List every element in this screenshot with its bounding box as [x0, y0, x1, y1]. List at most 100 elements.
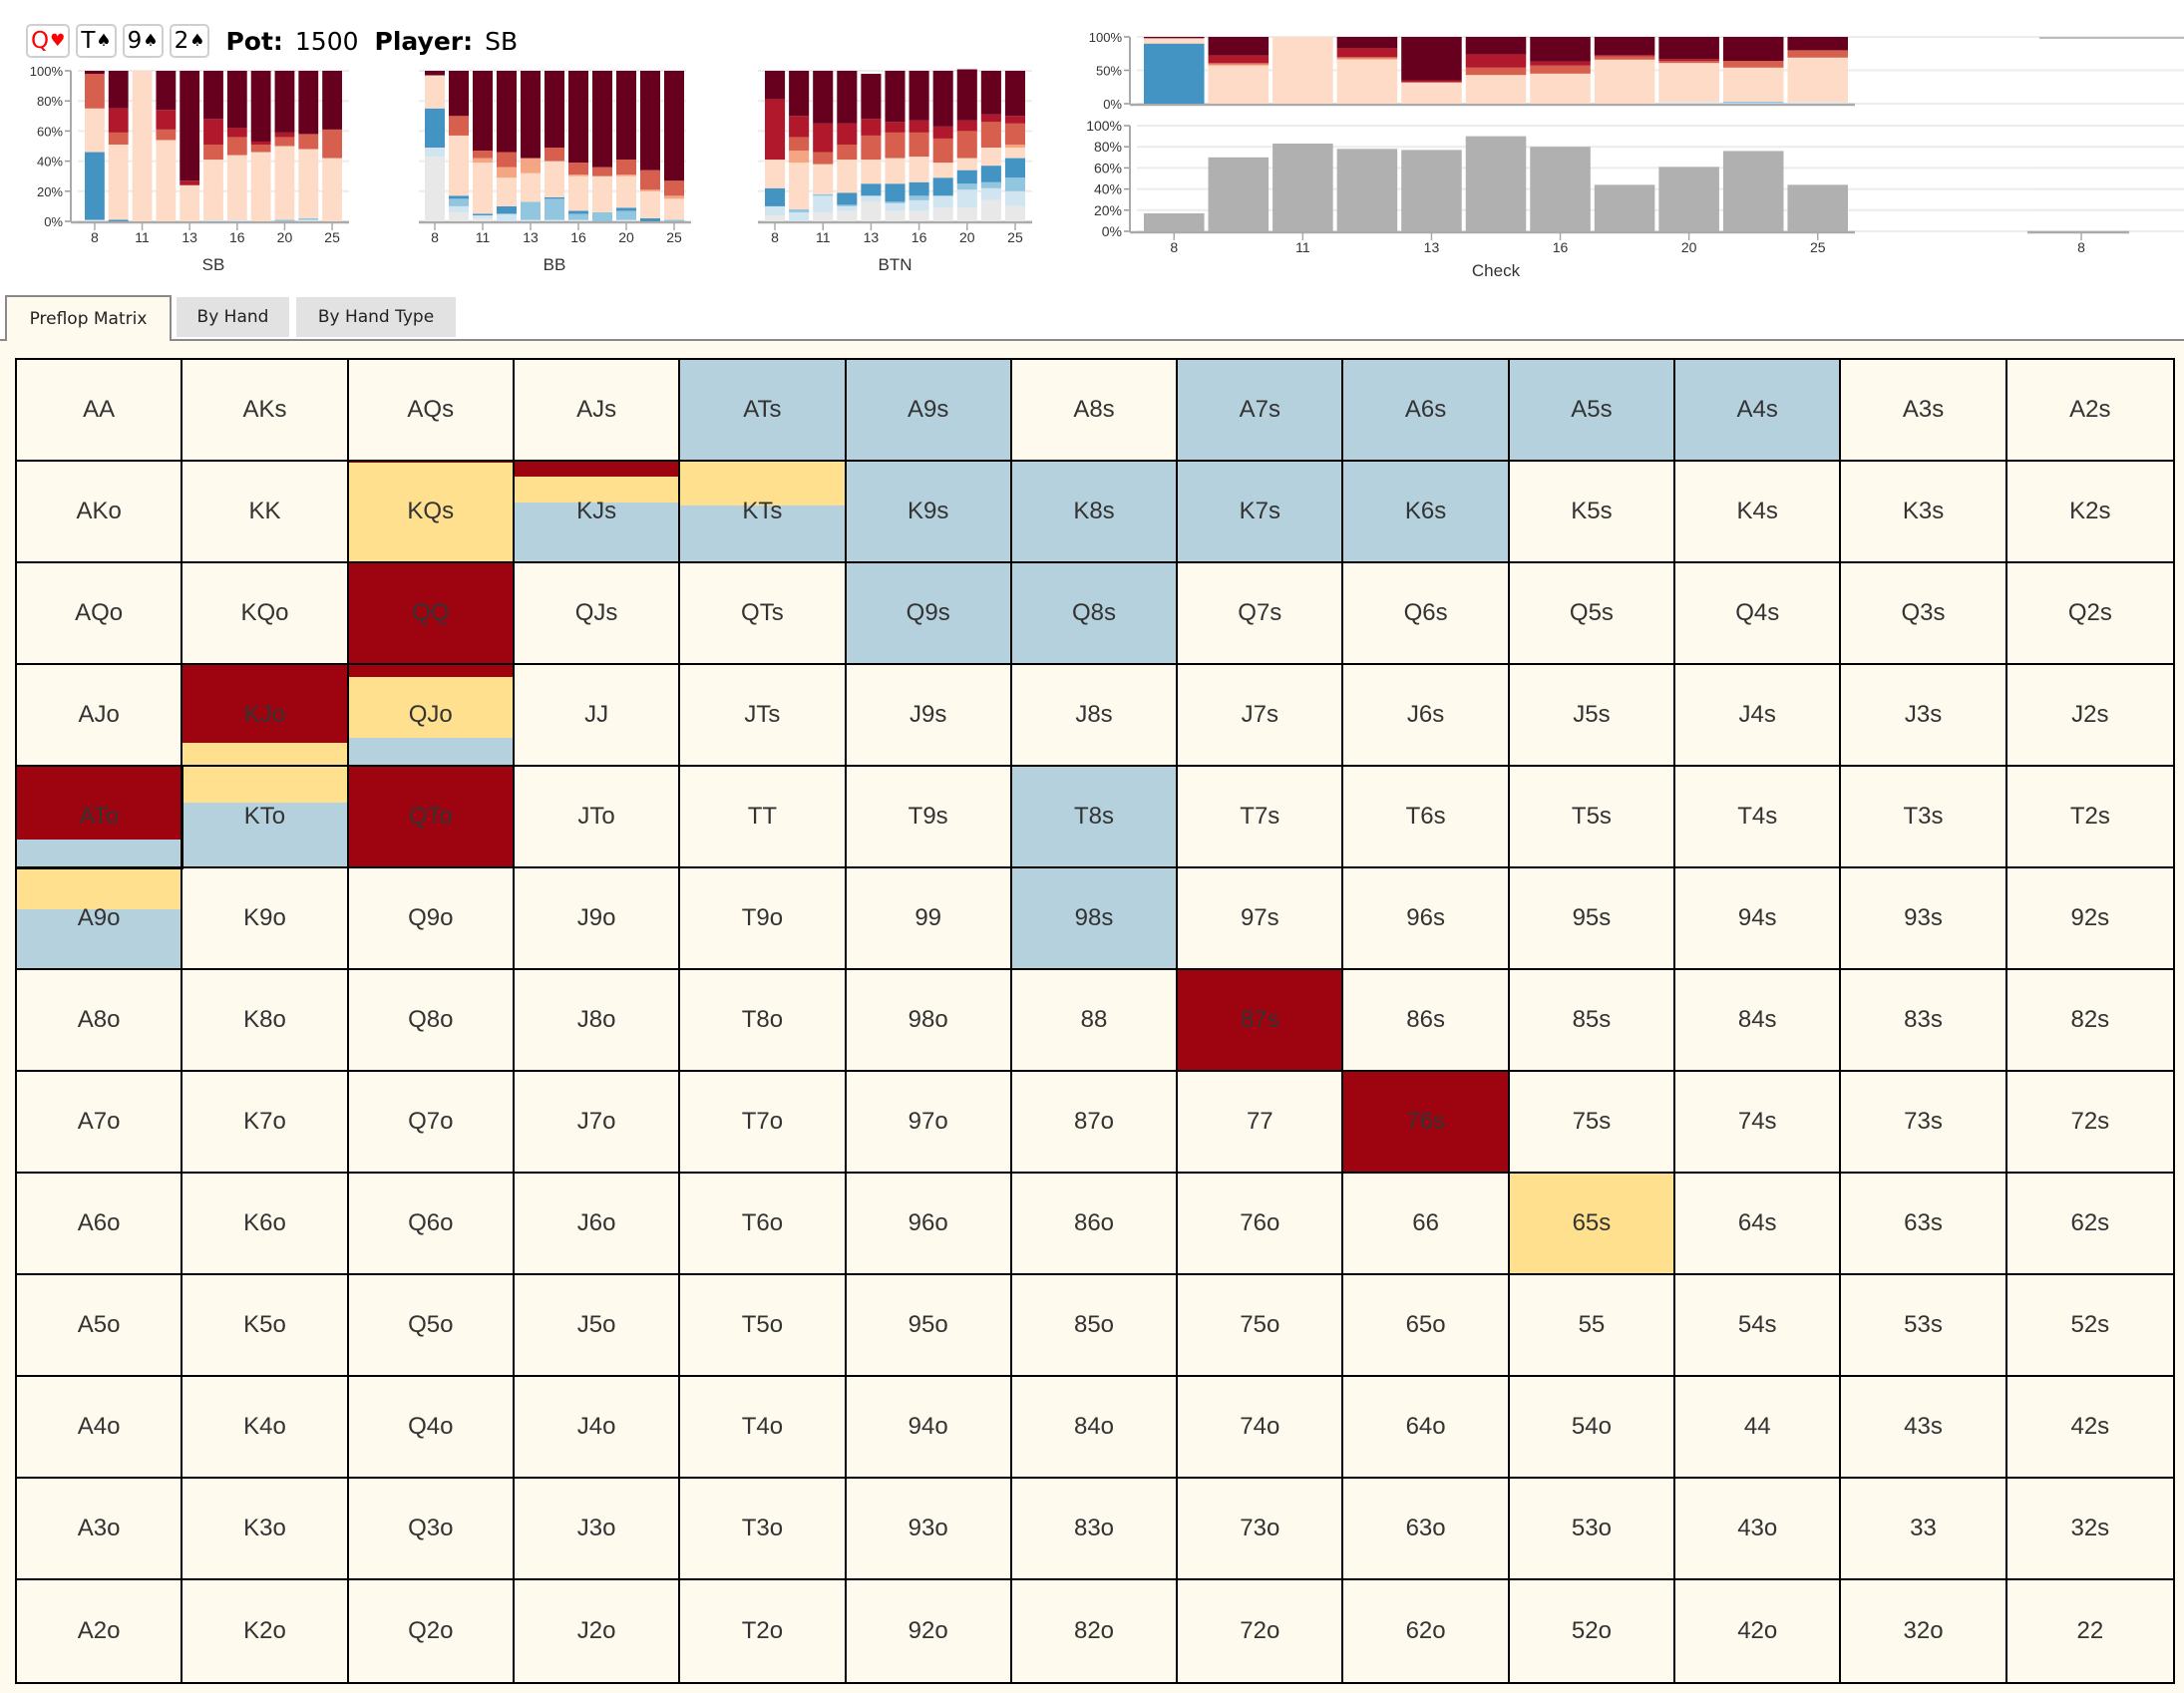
- hand-cell-Q3o[interactable]: Q3o: [348, 1479, 515, 1580]
- hand-cell-TT[interactable]: TT: [680, 767, 847, 868]
- hand-cell-98o[interactable]: 98o: [846, 970, 1012, 1072]
- hand-cell-94s[interactable]: 94s: [1675, 868, 1842, 970]
- hand-cell-A9o[interactable]: A9o: [17, 868, 183, 970]
- hand-cell-77[interactable]: 77: [1178, 1072, 1344, 1174]
- hand-cell-KTs[interactable]: KTs: [680, 462, 847, 563]
- hand-cell-ATs[interactable]: ATs: [680, 360, 847, 462]
- hand-cell-66[interactable]: 66: [1343, 1174, 1510, 1275]
- hand-cell-Q8o[interactable]: Q8o: [348, 970, 515, 1072]
- hand-cell-86o[interactable]: 86o: [1011, 1174, 1179, 1275]
- hand-cell-ATo[interactable]: ATo: [15, 766, 184, 869]
- hand-cell-Q9s[interactable]: Q9s: [846, 563, 1012, 665]
- hand-cell-82s[interactable]: 82s: [2006, 970, 2173, 1072]
- hand-cell-T6o[interactable]: T6o: [680, 1174, 847, 1275]
- hand-cell-A9s[interactable]: A9s: [846, 360, 1012, 462]
- hand-cell-KK[interactable]: KK: [182, 462, 349, 563]
- hand-cell-T2s[interactable]: T2s: [2006, 767, 2173, 868]
- hand-cell-JTo[interactable]: JTo: [514, 767, 681, 868]
- hand-cell-A8o[interactable]: A8o: [17, 970, 183, 1072]
- hand-cell-A6o[interactable]: A6o: [17, 1174, 183, 1275]
- hand-cell-92o[interactable]: 92o: [846, 1580, 1012, 1682]
- hand-cell-K5s[interactable]: K5s: [1509, 462, 1676, 563]
- hand-cell-K7o[interactable]: K7o: [182, 1072, 349, 1174]
- hand-cell-T4o[interactable]: T4o: [680, 1377, 847, 1479]
- hand-cell-86s[interactable]: 86s: [1343, 970, 1510, 1072]
- hand-cell-93s[interactable]: 93s: [1841, 868, 2007, 970]
- hand-cell-QTo[interactable]: QTo: [348, 767, 515, 868]
- hand-cell-J2s[interactable]: J2s: [2006, 665, 2173, 767]
- hand-cell-96o[interactable]: 96o: [846, 1174, 1012, 1275]
- hand-cell-74o[interactable]: 74o: [1178, 1377, 1344, 1479]
- hand-cell-J9o[interactable]: J9o: [514, 868, 681, 970]
- hand-cell-76s[interactable]: 76s: [1343, 1072, 1510, 1174]
- hand-cell-43o[interactable]: 43o: [1675, 1479, 1842, 1580]
- hand-cell-A3s[interactable]: A3s: [1841, 360, 2007, 462]
- hand-cell-85o[interactable]: 85o: [1011, 1275, 1179, 1377]
- hand-cell-Q4o[interactable]: Q4o: [348, 1377, 515, 1479]
- hand-cell-J4o[interactable]: J4o: [514, 1377, 681, 1479]
- tab-preflop-matrix[interactable]: Preflop Matrix: [5, 295, 172, 341]
- hand-cell-AKs[interactable]: AKs: [182, 360, 349, 462]
- hand-cell-Q6o[interactable]: Q6o: [348, 1174, 515, 1275]
- hand-cell-A5o[interactable]: A5o: [17, 1275, 183, 1377]
- hand-cell-84s[interactable]: 84s: [1675, 970, 1842, 1072]
- hand-cell-98s[interactable]: 98s: [1011, 868, 1179, 970]
- hand-cell-K8s[interactable]: K8s: [1011, 462, 1179, 563]
- hand-cell-84o[interactable]: 84o: [1011, 1377, 1179, 1479]
- hand-cell-A2o[interactable]: A2o: [17, 1580, 183, 1682]
- hand-cell-J5o[interactable]: J5o: [514, 1275, 681, 1377]
- hand-cell-K5o[interactable]: K5o: [182, 1275, 349, 1377]
- hand-cell-75o[interactable]: 75o: [1178, 1275, 1344, 1377]
- hand-cell-96s[interactable]: 96s: [1343, 868, 1510, 970]
- hand-cell-A5s[interactable]: A5s: [1509, 360, 1676, 462]
- hand-cell-QTs[interactable]: QTs: [680, 563, 847, 665]
- hand-cell-83o[interactable]: 83o: [1011, 1479, 1179, 1580]
- hand-cell-T9o[interactable]: T9o: [680, 868, 847, 970]
- hand-cell-J3s[interactable]: J3s: [1841, 665, 2007, 767]
- hand-cell-AJs[interactable]: AJs: [514, 360, 681, 462]
- hand-cell-T7o[interactable]: T7o: [680, 1072, 847, 1174]
- hand-cell-AJo[interactable]: AJo: [17, 665, 183, 767]
- hand-cell-K7s[interactable]: K7s: [1178, 462, 1344, 563]
- hand-cell-J7o[interactable]: J7o: [514, 1072, 681, 1174]
- hand-cell-J2o[interactable]: J2o: [514, 1580, 681, 1682]
- hand-cell-J8o[interactable]: J8o: [514, 970, 681, 1072]
- hand-cell-63s[interactable]: 63s: [1841, 1174, 2007, 1275]
- hand-cell-64o[interactable]: 64o: [1343, 1377, 1510, 1479]
- hand-cell-K8o[interactable]: K8o: [182, 970, 349, 1072]
- hand-cell-J6o[interactable]: J6o: [514, 1174, 681, 1275]
- hand-cell-T6s[interactable]: T6s: [1343, 767, 1510, 868]
- hand-cell-82o[interactable]: 82o: [1011, 1580, 1179, 1682]
- hand-cell-Q7s[interactable]: Q7s: [1178, 563, 1344, 665]
- hand-cell-62o[interactable]: 62o: [1343, 1580, 1510, 1682]
- hand-cell-AA[interactable]: AA: [17, 360, 183, 462]
- hand-cell-32o[interactable]: 32o: [1841, 1580, 2007, 1682]
- hand-cell-72o[interactable]: 72o: [1178, 1580, 1344, 1682]
- hand-cell-32s[interactable]: 32s: [2006, 1479, 2173, 1580]
- hand-cell-Q5o[interactable]: Q5o: [348, 1275, 515, 1377]
- hand-cell-Q2s[interactable]: Q2s: [2006, 563, 2173, 665]
- hand-cell-A4o[interactable]: A4o: [17, 1377, 183, 1479]
- hand-cell-T3s[interactable]: T3s: [1841, 767, 2007, 868]
- hand-cell-A6s[interactable]: A6s: [1343, 360, 1510, 462]
- hand-cell-53s[interactable]: 53s: [1841, 1275, 2007, 1377]
- hand-cell-97s[interactable]: 97s: [1178, 868, 1344, 970]
- hand-cell-K2o[interactable]: K2o: [182, 1580, 349, 1682]
- hand-cell-Q5s[interactable]: Q5s: [1509, 563, 1676, 665]
- hand-cell-J9s[interactable]: J9s: [846, 665, 1012, 767]
- hand-cell-JTs[interactable]: JTs: [680, 665, 847, 767]
- hand-cell-KJs[interactable]: KJs: [514, 462, 681, 563]
- hand-cell-88[interactable]: 88: [1011, 970, 1179, 1072]
- hand-cell-A2s[interactable]: A2s: [2006, 360, 2173, 462]
- hand-cell-T2o[interactable]: T2o: [680, 1580, 847, 1682]
- hand-cell-22[interactable]: 22: [2006, 1580, 2173, 1682]
- hand-cell-A7o[interactable]: A7o: [17, 1072, 183, 1174]
- hand-cell-K3o[interactable]: K3o: [182, 1479, 349, 1580]
- hand-cell-42s[interactable]: 42s: [2006, 1377, 2173, 1479]
- hand-cell-54o[interactable]: 54o: [1509, 1377, 1676, 1479]
- hand-cell-T3o[interactable]: T3o: [680, 1479, 847, 1580]
- hand-cell-J7s[interactable]: J7s: [1178, 665, 1344, 767]
- hand-cell-T4s[interactable]: T4s: [1675, 767, 1842, 868]
- hand-cell-72s[interactable]: 72s: [2006, 1072, 2173, 1174]
- hand-cell-K9s[interactable]: K9s: [846, 462, 1012, 563]
